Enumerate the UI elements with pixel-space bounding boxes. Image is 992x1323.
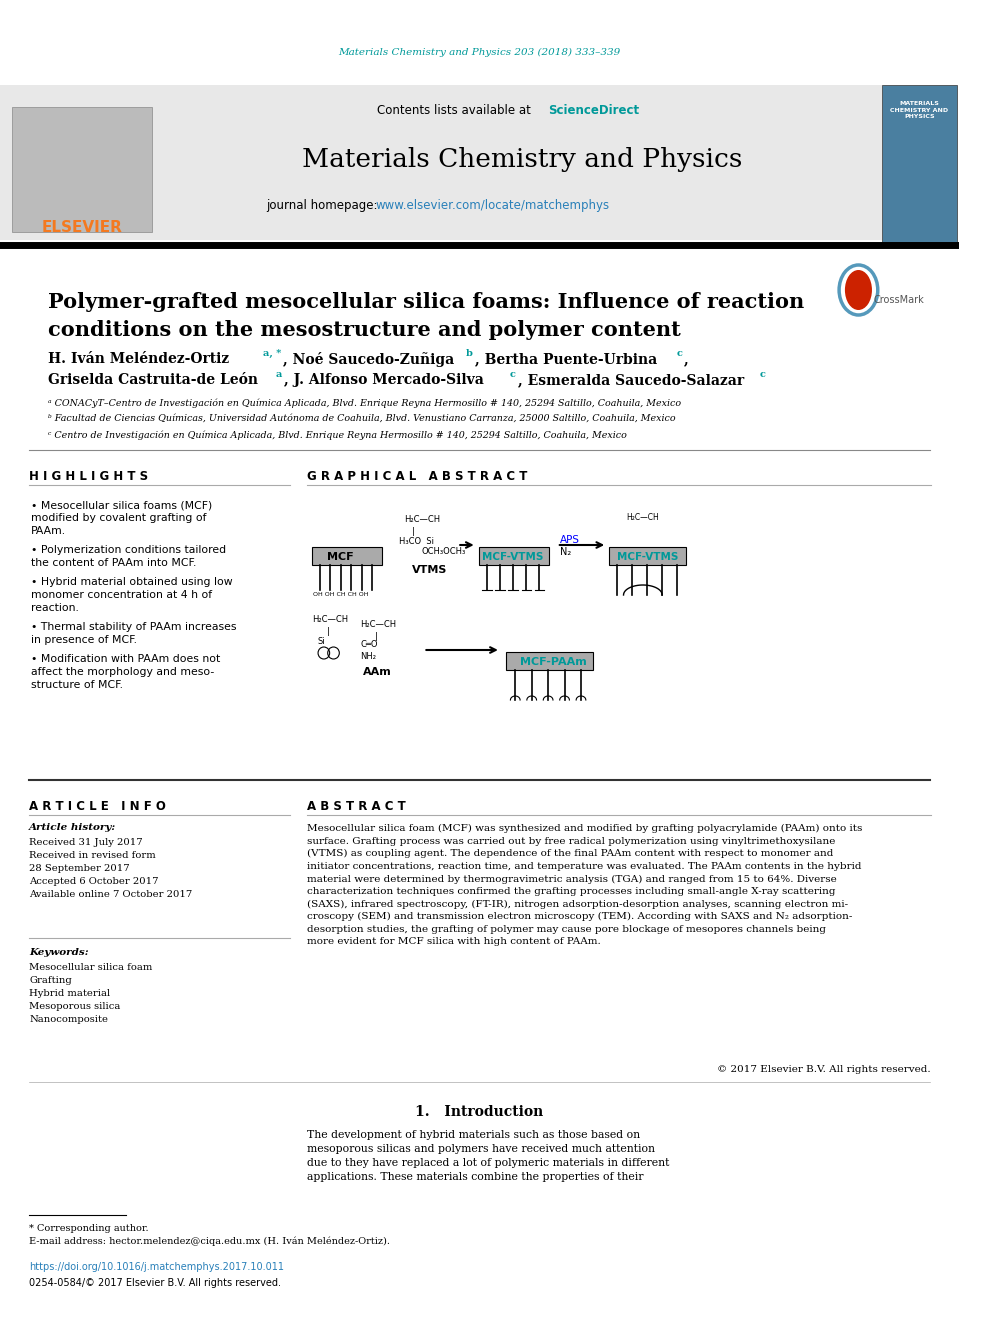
FancyBboxPatch shape: [882, 85, 957, 242]
Text: Hybrid material: Hybrid material: [29, 990, 110, 998]
Text: CrossMark: CrossMark: [874, 295, 925, 306]
Text: Griselda Castruita-de León: Griselda Castruita-de León: [49, 373, 258, 388]
Text: , J. Alfonso Mercado-Silva: , J. Alfonso Mercado-Silva: [285, 373, 484, 388]
Text: NH₂: NH₂: [360, 652, 377, 662]
Text: Grafting: Grafting: [29, 976, 71, 986]
Text: H₂C—CH: H₂C—CH: [312, 615, 348, 624]
Text: • Mesocellular silica foams (MCF)
modified by covalent grafting of
PAAm.: • Mesocellular silica foams (MCF) modifi…: [31, 500, 212, 536]
Text: * Corresponding author.: * Corresponding author.: [29, 1224, 149, 1233]
Text: Accepted 6 October 2017: Accepted 6 October 2017: [29, 877, 159, 886]
Text: 0254-0584/© 2017 Elsevier B.V. All rights reserved.: 0254-0584/© 2017 Elsevier B.V. All right…: [29, 1278, 281, 1289]
Text: H₃CO  Si: H₃CO Si: [399, 537, 434, 546]
Text: Si: Si: [317, 636, 324, 646]
Text: https://doi.org/10.1016/j.matchemphys.2017.10.011: https://doi.org/10.1016/j.matchemphys.20…: [29, 1262, 284, 1271]
Text: a: a: [276, 370, 282, 378]
Text: |: |: [407, 527, 415, 536]
Text: A B S T R A C T: A B S T R A C T: [308, 800, 406, 814]
Text: • Hybrid material obtained using low
monomer concentration at 4 h of
reaction.: • Hybrid material obtained using low mon…: [31, 577, 232, 613]
Text: VTMS: VTMS: [412, 565, 447, 576]
FancyBboxPatch shape: [0, 85, 882, 239]
Text: www.elsevier.com/locate/matchemphys: www.elsevier.com/locate/matchemphys: [375, 198, 609, 212]
Text: Available online 7 October 2017: Available online 7 October 2017: [29, 890, 192, 900]
Text: Article history:: Article history:: [29, 823, 116, 832]
Text: ,: ,: [683, 352, 688, 366]
Text: OCH₃OCH₃: OCH₃OCH₃: [422, 546, 465, 556]
Text: Keywords:: Keywords:: [29, 949, 88, 957]
Text: • Polymerization conditions tailored
the content of PAAm into MCF.: • Polymerization conditions tailored the…: [31, 545, 226, 568]
Text: ELSEVIER: ELSEVIER: [42, 221, 123, 235]
Text: ScienceDirect: ScienceDirect: [549, 103, 639, 116]
Text: A R T I C L E   I N F O: A R T I C L E I N F O: [29, 800, 166, 814]
Text: a, *: a, *: [263, 349, 281, 359]
Text: Received in revised form: Received in revised form: [29, 851, 156, 860]
Text: 1.   Introduction: 1. Introduction: [416, 1105, 544, 1119]
Text: c: c: [510, 370, 515, 378]
FancyBboxPatch shape: [479, 546, 550, 565]
Text: Mesoporous silica: Mesoporous silica: [29, 1002, 120, 1011]
Text: conditions on the mesostructure and polymer content: conditions on the mesostructure and poly…: [49, 320, 682, 340]
Text: |: |: [326, 627, 329, 636]
Text: H I G H L I G H T S: H I G H L I G H T S: [29, 470, 148, 483]
Text: b: b: [466, 349, 473, 359]
Text: The development of hybrid materials such as those based on
mesoporous silicas an: The development of hybrid materials such…: [308, 1130, 670, 1181]
Text: H. Iván Meléndez-Ortiz: H. Iván Meléndez-Ortiz: [49, 352, 229, 366]
Text: Contents lists available at: Contents lists available at: [377, 103, 535, 116]
Text: MCF-VTMS: MCF-VTMS: [617, 552, 679, 562]
Text: © 2017 Elsevier B.V. All rights reserved.: © 2017 Elsevier B.V. All rights reserved…: [717, 1065, 930, 1074]
Text: E-mail address: hector.melendez@ciqa.edu.mx (H. Iván Meléndez-Ortiz).: E-mail address: hector.melendez@ciqa.edu…: [29, 1237, 390, 1246]
Text: • Thermal stability of PAAm increases
in presence of MCF.: • Thermal stability of PAAm increases in…: [31, 622, 236, 644]
Text: C═O: C═O: [360, 640, 378, 650]
Text: Materials Chemistry and Physics 203 (2018) 333–339: Materials Chemistry and Physics 203 (201…: [338, 48, 621, 57]
Text: N₂: N₂: [559, 546, 571, 557]
Text: H₂C—CH: H₂C—CH: [404, 515, 440, 524]
Text: ᶜ Centro de Investigación en Química Aplicada, Blvd. Enrique Reyna Hermosillo # : ᶜ Centro de Investigación en Química Apl…: [49, 430, 627, 439]
FancyBboxPatch shape: [12, 107, 152, 232]
Text: MATERIALS
CHEMISTRY AND
PHYSICS: MATERIALS CHEMISTRY AND PHYSICS: [890, 101, 948, 119]
Text: |: |: [375, 632, 378, 642]
Text: ᵇ Facultad de Ciencias Químicas, Universidad Autónoma de Coahuila, Blvd. Venusti: ᵇ Facultad de Ciencias Químicas, Univers…: [49, 414, 676, 423]
Text: Mesocellular silica foam (MCF) was synthesized and modified by grafting polyacry: Mesocellular silica foam (MCF) was synth…: [308, 824, 863, 946]
Text: 28 September 2017: 28 September 2017: [29, 864, 130, 873]
Text: , Esmeralda Saucedo-Salazar: , Esmeralda Saucedo-Salazar: [518, 373, 744, 388]
Ellipse shape: [845, 270, 872, 310]
Text: , Noé Saucedo-Zuñiga: , Noé Saucedo-Zuñiga: [284, 352, 454, 366]
Text: , Bertha Puente-Urbina: , Bertha Puente-Urbina: [474, 352, 657, 366]
Text: Received 31 July 2017: Received 31 July 2017: [29, 837, 143, 847]
Text: ᵃ CONACyT–Centro de Investigación en Química Aplicada, Blvd. Enrique Reyna Hermo: ᵃ CONACyT–Centro de Investigación en Quí…: [49, 398, 682, 407]
Text: H₂C—CH: H₂C—CH: [360, 620, 397, 628]
Text: MCF-PAAm: MCF-PAAm: [520, 658, 587, 667]
FancyBboxPatch shape: [609, 546, 686, 565]
FancyBboxPatch shape: [506, 652, 592, 669]
Text: G R A P H I C A L   A B S T R A C T: G R A P H I C A L A B S T R A C T: [308, 470, 528, 483]
Text: c: c: [677, 349, 682, 359]
Text: OH OH CH CH OH: OH OH CH CH OH: [313, 591, 369, 597]
Text: MCF-VTMS: MCF-VTMS: [482, 552, 544, 562]
Text: Materials Chemistry and Physics: Materials Chemistry and Physics: [302, 147, 742, 172]
Text: journal homepage:: journal homepage:: [266, 198, 381, 212]
Text: Nanocomposite: Nanocomposite: [29, 1015, 108, 1024]
FancyBboxPatch shape: [312, 546, 382, 565]
Text: MCF: MCF: [326, 552, 353, 562]
Text: Polymer-grafted mesocellular silica foams: Influence of reaction: Polymer-grafted mesocellular silica foam…: [49, 292, 805, 312]
Text: Mesocellular silica foam: Mesocellular silica foam: [29, 963, 153, 972]
Text: H₂C—CH: H₂C—CH: [627, 513, 660, 523]
Text: AAm: AAm: [362, 667, 391, 677]
Text: c: c: [760, 370, 766, 378]
Text: • Modification with PAAm does not
affect the morphology and meso-
structure of M: • Modification with PAAm does not affect…: [31, 654, 220, 689]
Text: APS: APS: [559, 534, 579, 545]
